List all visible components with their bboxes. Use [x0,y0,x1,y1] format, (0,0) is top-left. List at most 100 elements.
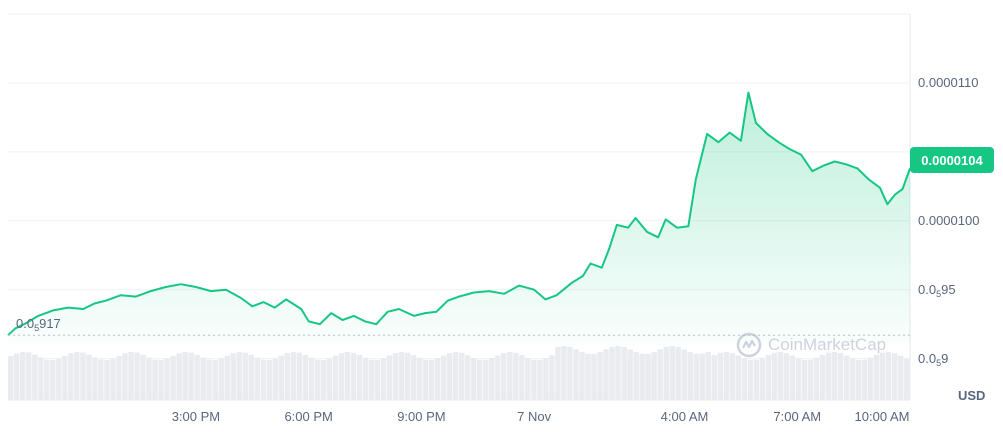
volume-bar [898,355,904,400]
volume-bar [230,353,236,400]
volume-bar [362,357,369,400]
volume-bar [855,359,862,400]
volume-bar [441,355,447,400]
volume-bar [338,353,345,400]
volume-bar [92,357,98,400]
area-fill [8,92,910,345]
volume-bar [302,355,309,400]
volume-bar [50,359,56,400]
volume-bar [825,352,832,400]
volume-bar [212,359,218,400]
volume-bar [38,357,44,400]
volume-bar [434,358,441,400]
volume-bar [657,349,663,400]
volume-bar [404,352,411,400]
volume-bar [410,355,417,400]
volume-bar [56,358,62,400]
volume-bar [795,358,802,400]
volume-bar [398,352,405,400]
volume-bar [182,352,188,400]
volume-bar [585,353,591,400]
watermark: CoinMarketCap [736,332,886,358]
x-tick-label: 6:00 PM [284,409,333,424]
x-tick-label: 9:00 PM [397,409,446,424]
volume-bar [525,358,531,400]
volume-bar [386,355,393,400]
volume-bar [543,358,549,400]
volume-bar [296,352,303,400]
volume-bar [164,358,170,400]
volume-bar [374,359,381,400]
y-tick-label: 0.0595 [918,281,956,299]
volume-bar [507,352,513,400]
x-tick-label: 10:00 AM [854,409,910,424]
volume-bar [681,349,687,400]
x-tick-label: 7 Nov [517,409,552,424]
volume-bar [26,352,32,400]
volume-bar [513,352,519,400]
volume-bar [759,357,766,400]
volume-bar [645,353,651,400]
volume-bar [885,352,892,400]
volume-bar [837,353,844,400]
volume-bar [591,353,597,400]
volume-bar [422,359,429,400]
volume-bar [314,359,321,400]
volume-bar [140,354,146,400]
volume-bar [561,346,567,400]
volume-bar [849,358,856,400]
volume-bar [765,355,772,400]
volume-bar [489,358,495,400]
volume-bar [807,359,814,400]
volume-bar [146,357,152,400]
volume-bar [711,355,718,400]
volume-bar [260,359,267,400]
volume-bar [789,355,796,400]
volume-bar [777,352,784,400]
volume-bar [368,359,375,400]
volume-bar [380,358,387,400]
volume-bar [453,352,459,400]
volume-bar [206,359,212,400]
volume-bar [555,346,561,400]
volume-bar [813,357,820,400]
volume-bar [134,352,140,400]
volume-bar [831,352,838,400]
volume-bar [20,352,26,400]
volume-bar [783,353,790,400]
volume-bar [801,359,808,400]
volume-bar [867,357,874,400]
volume-bar [519,355,525,400]
volume-bar [176,353,182,400]
volume-bar [272,358,279,400]
volume-bar [819,355,826,400]
volume-bars [8,346,910,400]
volume-bar [428,359,435,400]
volume-bar [741,358,748,400]
volume-bar [651,351,657,400]
volume-bar [843,355,850,400]
volume-bar [104,359,110,400]
volume-bar [8,356,14,400]
volume-bar [717,352,724,400]
price-line [7,91,911,336]
volume-bar [459,352,465,400]
volume-bar [723,352,730,400]
volume-bar [110,358,116,400]
volume-bar [567,346,573,400]
volume-bar [236,352,242,400]
volume-bar [416,357,423,400]
volume-bar [471,357,477,400]
volume-bar [447,353,453,400]
volume-bar [747,359,754,400]
volume-bar [266,359,273,400]
volume-bar [62,355,68,400]
volume-bar [501,353,507,400]
volume-bar [152,359,158,400]
watermark-text: CoinMarketCap [768,335,887,354]
x-tick-label: 4:00 AM [660,409,709,424]
volume-bar [128,352,134,400]
volume-bar [170,355,176,400]
volume-bar [200,357,206,400]
